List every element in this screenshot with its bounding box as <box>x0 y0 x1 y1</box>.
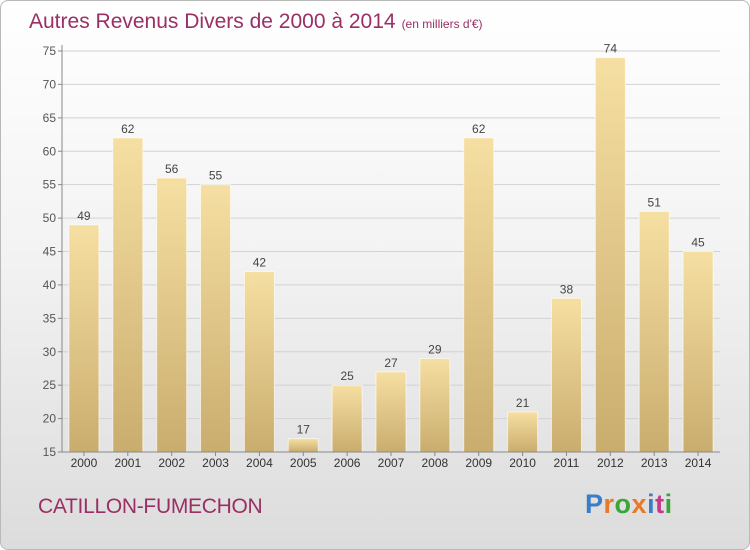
x-tick-label: 2007 <box>378 456 405 470</box>
logo-letter: r <box>603 489 615 519</box>
logo-letter: i <box>647 489 656 519</box>
y-tick-label: 35 <box>43 311 57 325</box>
bar <box>68 224 100 453</box>
y-tick-label: 40 <box>43 278 57 292</box>
place-name: CATILLON-FUMECHON <box>38 495 263 518</box>
y-tick-label: 25 <box>43 378 57 392</box>
y-tick-label: 50 <box>43 211 57 225</box>
bar <box>200 184 232 453</box>
x-tick-label: 2003 <box>202 456 229 470</box>
bar <box>156 177 188 453</box>
logo-letter: x <box>631 489 648 519</box>
data-label: 51 <box>648 195 662 209</box>
logo-letter: o <box>614 489 632 519</box>
logo-letter: t <box>655 489 665 519</box>
y-tick-label: 60 <box>43 144 57 158</box>
data-label: 62 <box>121 122 135 136</box>
chart-unit: (en milliers d'€) <box>401 17 483 31</box>
bar <box>287 438 319 453</box>
x-tick-label: 2010 <box>509 456 536 470</box>
data-label: 38 <box>560 282 574 296</box>
bar <box>638 210 670 453</box>
bars: 49 62 56 55 42 17 25 27 29 62 21 38 74 51 45 <box>68 42 714 453</box>
data-label: 55 <box>209 169 223 183</box>
data-label: 45 <box>691 236 705 250</box>
logo-letter: P <box>585 489 604 519</box>
x-tick-label: 2008 <box>422 456 449 470</box>
data-label: 42 <box>253 256 267 270</box>
chart-title-text: Autres Revenus Divers de 2000 à 2014 <box>29 10 396 33</box>
y-tick-label: 75 <box>43 44 57 58</box>
x-tick-label: 2012 <box>597 456 624 470</box>
chart-title: Autres Revenus Divers de 2000 à 2014 (en … <box>29 10 483 34</box>
x-tick-label: 2002 <box>158 456 185 470</box>
bar <box>463 137 495 453</box>
axes: 15 20 25 30 35 40 45 50 55 60 65 70 75 2000 2001 2002 20… <box>43 44 720 470</box>
bar <box>682 251 714 453</box>
data-label: 29 <box>428 342 442 356</box>
y-tick-label: 30 <box>43 345 57 359</box>
bar <box>550 297 582 453</box>
bar <box>594 57 626 453</box>
bar <box>419 357 451 453</box>
y-tick-label: 70 <box>43 77 57 91</box>
bar <box>243 271 275 453</box>
x-tick-label: 2014 <box>685 456 712 470</box>
x-tick-label: 2004 <box>246 456 273 470</box>
y-tick-label: 55 <box>43 178 57 192</box>
data-label: 49 <box>77 209 91 223</box>
data-label: 25 <box>340 369 354 383</box>
data-label: 56 <box>165 162 179 176</box>
x-tick-label: 2005 <box>290 456 317 470</box>
data-label: 21 <box>516 396 530 410</box>
bar <box>375 371 407 453</box>
bar <box>112 137 144 453</box>
y-tick-label: 45 <box>43 245 57 259</box>
x-tick-label: 2009 <box>465 456 492 470</box>
data-label: 27 <box>384 356 398 370</box>
data-label: 74 <box>604 42 618 56</box>
logo-letter: i <box>664 489 673 519</box>
x-tick-label: 2000 <box>71 456 98 470</box>
x-tick-label: 2001 <box>114 456 141 470</box>
x-tick-label: 2006 <box>334 456 361 470</box>
y-tick-label: 15 <box>43 445 57 459</box>
x-tick-label: 2013 <box>641 456 668 470</box>
bar <box>331 384 363 453</box>
y-tick-label: 20 <box>43 412 57 426</box>
bar <box>507 411 539 453</box>
data-label: 62 <box>472 122 486 136</box>
x-tick-label: 2011 <box>554 456 580 470</box>
proxiti-logo: Proxiti <box>585 489 673 520</box>
y-tick-label: 65 <box>43 111 57 125</box>
data-label: 17 <box>297 423 311 437</box>
